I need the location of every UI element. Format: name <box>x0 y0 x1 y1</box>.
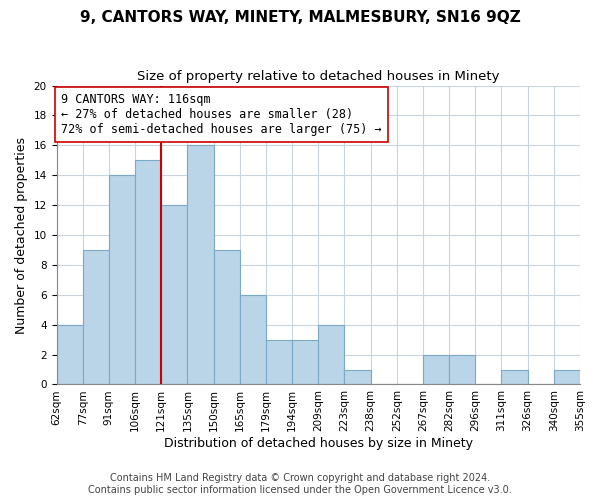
Bar <box>344 370 371 384</box>
Bar <box>109 175 135 384</box>
X-axis label: Distribution of detached houses by size in Minety: Distribution of detached houses by size … <box>164 437 473 450</box>
Bar <box>214 250 240 384</box>
Bar <box>423 354 449 384</box>
Bar <box>292 340 318 384</box>
Bar <box>266 340 292 384</box>
Text: Contains HM Land Registry data © Crown copyright and database right 2024.
Contai: Contains HM Land Registry data © Crown c… <box>88 474 512 495</box>
Bar <box>187 146 214 384</box>
Text: 9, CANTORS WAY, MINETY, MALMESBURY, SN16 9QZ: 9, CANTORS WAY, MINETY, MALMESBURY, SN16… <box>80 10 520 25</box>
Text: 9 CANTORS WAY: 116sqm
← 27% of detached houses are smaller (28)
72% of semi-deta: 9 CANTORS WAY: 116sqm ← 27% of detached … <box>61 93 382 136</box>
Bar <box>318 324 344 384</box>
Bar <box>161 205 187 384</box>
Y-axis label: Number of detached properties: Number of detached properties <box>15 136 28 334</box>
Bar <box>502 370 527 384</box>
Bar <box>240 295 266 384</box>
Title: Size of property relative to detached houses in Minety: Size of property relative to detached ho… <box>137 70 500 83</box>
Bar <box>135 160 161 384</box>
Bar <box>554 370 580 384</box>
Bar <box>449 354 475 384</box>
Bar <box>83 250 109 384</box>
Bar <box>56 324 83 384</box>
